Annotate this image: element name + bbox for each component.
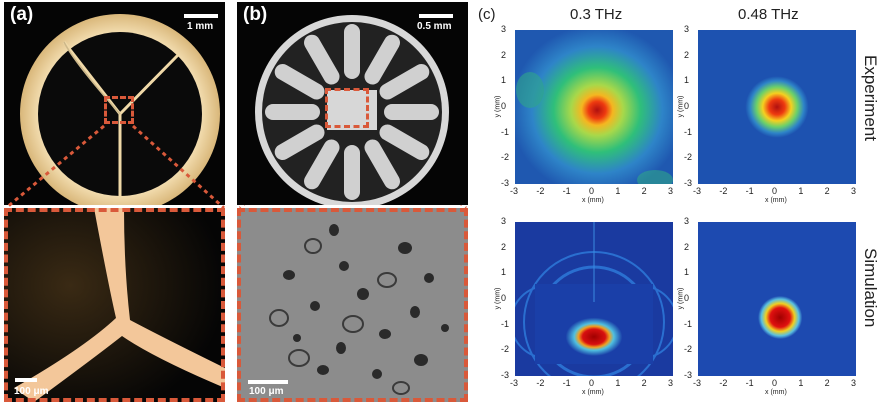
scalebar-a-top bbox=[184, 14, 218, 18]
panel-c-label: (c) bbox=[478, 6, 496, 23]
x-tick-sim-0-48: -3 bbox=[693, 378, 702, 388]
y-tick-sim-0-3: -3 bbox=[501, 370, 510, 380]
y-tick-sim-0-3: 1 bbox=[501, 267, 507, 278]
zoom-box-b bbox=[325, 88, 369, 128]
x-tick-exp-0-48: 3 bbox=[851, 186, 857, 196]
y-tick-exp-0-48: -2 bbox=[684, 152, 693, 163]
y-tick-exp-0-3: -1 bbox=[501, 126, 510, 137]
y-tick-exp-0-3: -3 bbox=[501, 178, 510, 188]
zoom-frame-b bbox=[237, 208, 468, 402]
y-tick-sim-0-3: 0 bbox=[501, 293, 507, 303]
x-tick-sim-0-3: 2 bbox=[641, 378, 647, 388]
x-tick-exp-0-48: -2 bbox=[719, 186, 728, 196]
scalebar-b-bottom-text: 100 μm bbox=[249, 386, 284, 397]
scalebar-a-bottom bbox=[15, 378, 37, 382]
x-axis-label-exp-0-48: x (mm) bbox=[765, 197, 787, 204]
col-title-0-48thz: 0.48 THz bbox=[738, 6, 799, 23]
x-tick-sim-0-3: -2 bbox=[536, 378, 545, 388]
x-tick-exp-0-48: 2 bbox=[824, 186, 830, 196]
y-tick-sim-0-48: 3 bbox=[684, 216, 690, 226]
y-tick-exp-0-48: -3 bbox=[684, 178, 693, 188]
x-tick-exp-0-48: -3 bbox=[693, 186, 702, 196]
x-tick-exp-0-3: -2 bbox=[536, 186, 545, 196]
panel-a-top-photo: (a) 1 mm bbox=[4, 2, 225, 205]
y-axis-label-sim-0-3: y (mm) bbox=[494, 287, 502, 310]
y-tick-sim-0-48: 2 bbox=[684, 241, 690, 252]
scalebar-b-bottom bbox=[248, 380, 288, 384]
x-tick-sim-0-3: -1 bbox=[562, 378, 571, 388]
x-axis-label-exp-0-3: x (mm) bbox=[582, 197, 604, 204]
y-axis-label-sim-0-48: y (mm) bbox=[677, 287, 685, 310]
y-tick-sim-0-48: -2 bbox=[684, 344, 693, 355]
y-tick-exp-0-48: 1 bbox=[684, 75, 690, 86]
x-tick-exp-0-3: 1 bbox=[615, 186, 621, 196]
scalebar-a-bottom-text: 100 μm bbox=[14, 386, 49, 397]
scalebar-b-top bbox=[419, 14, 453, 18]
x-axis-label-sim-0-48: x (mm) bbox=[765, 389, 787, 396]
y-tick-sim-0-3: 3 bbox=[501, 216, 507, 226]
fiber-b-bubbles-zoom bbox=[237, 208, 468, 402]
col-title-0-3thz: 0.3 THz bbox=[570, 6, 623, 23]
zoom-box-a bbox=[104, 96, 134, 124]
y-tick-sim-0-3: -2 bbox=[501, 344, 510, 355]
x-tick-sim-0-48: 2 bbox=[824, 378, 830, 388]
y-tick-exp-0-48: 2 bbox=[684, 49, 690, 60]
x-tick-sim-0-48: -2 bbox=[719, 378, 728, 388]
row-title-experiment: Experiment bbox=[861, 55, 880, 141]
fiber-a-junction-zoom bbox=[4, 208, 225, 402]
panel-b-label: (b) bbox=[243, 4, 268, 25]
y-axis-label-exp-0-48: y (mm) bbox=[677, 95, 685, 118]
x-tick-sim-0-3: 0 bbox=[589, 378, 595, 388]
x-tick-exp-0-3: -3 bbox=[510, 186, 519, 196]
x-tick-sim-0-48: 1 bbox=[798, 378, 804, 388]
y-tick-exp-0-3: 1 bbox=[501, 75, 507, 86]
x-tick-sim-0-48: 3 bbox=[851, 378, 857, 388]
x-tick-sim-0-48: 0 bbox=[772, 378, 778, 388]
y-tick-exp-0-3: 0 bbox=[501, 101, 507, 111]
panel-b-bottom-photo: 100 μm bbox=[237, 208, 468, 402]
y-tick-sim-0-3: -1 bbox=[501, 318, 510, 329]
x-tick-exp-0-3: 3 bbox=[668, 186, 674, 196]
y-tick-exp-0-48: 3 bbox=[684, 24, 690, 34]
y-tick-exp-0-3: -2 bbox=[501, 152, 510, 163]
y-tick-exp-0-3: 3 bbox=[501, 24, 507, 34]
scalebar-a-top-text: 1 mm bbox=[187, 21, 214, 32]
panel-b-top-photo: (b) 0.5 mm bbox=[237, 2, 468, 205]
y-tick-exp-0-48: -1 bbox=[684, 126, 693, 137]
x-axis-label-sim-0-3: x (mm) bbox=[582, 389, 604, 396]
y-axis-label-exp-0-3: y (mm) bbox=[494, 95, 502, 118]
y-tick-sim-0-3: 2 bbox=[501, 241, 507, 252]
x-tick-sim-0-48: -1 bbox=[745, 378, 754, 388]
x-tick-exp-0-3: 0 bbox=[589, 186, 595, 196]
y-tick-sim-0-48: 1 bbox=[684, 267, 690, 278]
x-tick-exp-0-3: -1 bbox=[562, 186, 571, 196]
x-tick-exp-0-48: 0 bbox=[772, 186, 778, 196]
y-tick-sim-0-48: -3 bbox=[684, 370, 693, 380]
x-tick-sim-0-3: 3 bbox=[668, 378, 674, 388]
x-tick-sim-0-3: -3 bbox=[510, 378, 519, 388]
x-tick-exp-0-48: -1 bbox=[745, 186, 754, 196]
fiber-b-cross-section bbox=[237, 2, 468, 205]
y-tick-sim-0-48: 0 bbox=[684, 293, 690, 303]
panel-a-label: (a) bbox=[10, 4, 34, 25]
row-title-simulation: Simulation bbox=[861, 248, 880, 328]
heatmap-simulation-0-48thz bbox=[698, 222, 856, 376]
scalebar-b-top-text: 0.5 mm bbox=[417, 21, 452, 32]
y-tick-exp-0-3: 2 bbox=[501, 49, 507, 60]
heatmap-experiment-0-48thz bbox=[698, 30, 856, 184]
fiber-a-cross-section bbox=[4, 2, 225, 205]
y-tick-exp-0-48: 0 bbox=[684, 101, 690, 111]
y-tick-sim-0-48: -1 bbox=[684, 318, 693, 329]
zoom-frame-a bbox=[4, 208, 225, 402]
heatmap-experiment-0-3thz bbox=[515, 30, 673, 184]
x-tick-sim-0-3: 1 bbox=[615, 378, 621, 388]
heatmap-simulation-0-3thz bbox=[515, 222, 673, 376]
x-tick-exp-0-48: 1 bbox=[798, 186, 804, 196]
x-tick-exp-0-3: 2 bbox=[641, 186, 647, 196]
panel-a-bottom-photo: 100 μm bbox=[4, 208, 225, 402]
